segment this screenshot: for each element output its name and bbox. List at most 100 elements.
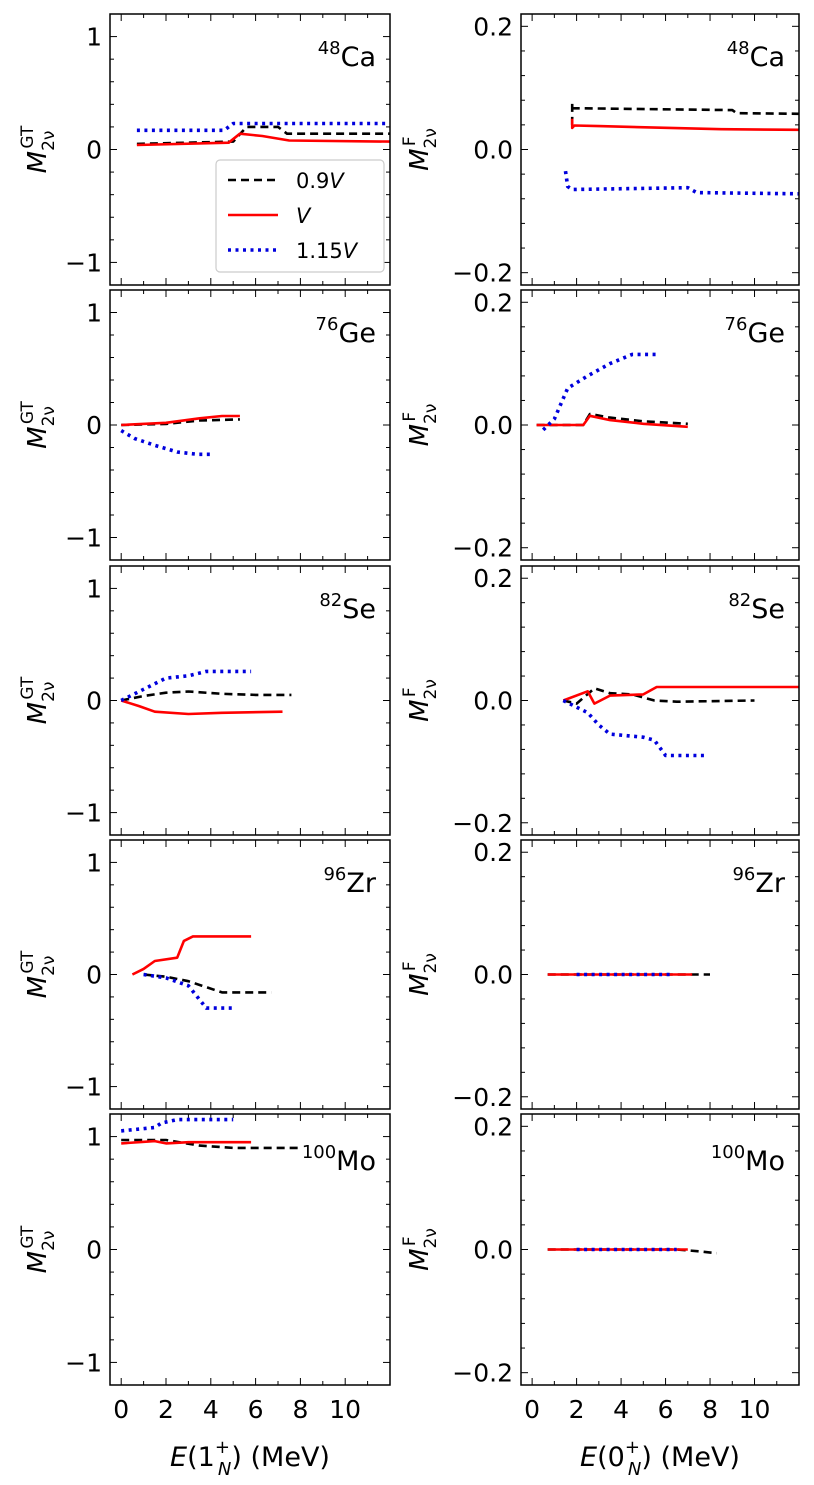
y-tick-label: −0.2 bbox=[452, 534, 513, 563]
series-group bbox=[563, 102, 799, 196]
nucleus-label: 82Se bbox=[319, 590, 376, 625]
y-tick-label: 1 bbox=[86, 23, 102, 52]
y-tick-label: 0.0 bbox=[473, 961, 513, 990]
x-axis-label: E(1+ N) (MeV) bbox=[170, 1437, 330, 1480]
panel-76Ge-GT: −1 0 1 M2νGT 76Ge bbox=[18, 289, 391, 561]
y-tick-label: 0.2 bbox=[473, 838, 513, 867]
series-group bbox=[120, 669, 292, 716]
y-tick-label: 0 bbox=[86, 1236, 102, 1265]
series-group bbox=[562, 685, 799, 758]
series-group bbox=[121, 1117, 301, 1150]
series-line-0.9V bbox=[121, 1138, 301, 1150]
series-group bbox=[120, 414, 240, 457]
x-tick-label: 6 bbox=[658, 1395, 674, 1424]
x-tick-label: 10 bbox=[329, 1395, 361, 1424]
series-line-V bbox=[131, 935, 252, 976]
y-tick-label: 0 bbox=[86, 411, 102, 440]
series-line-1.15V bbox=[563, 170, 799, 196]
panel-100Mo-F: −0.2 0.0 0.2 0 2 4 6 8 10 M2νF 100Mo E(0+ N) (MeV) bbox=[400, 1112, 800, 1480]
nucleus-label: 100Mo bbox=[302, 1142, 376, 1177]
y-tick-label: −1 bbox=[65, 524, 102, 553]
x-tick-label: 2 bbox=[158, 1395, 174, 1424]
panel-frame bbox=[109, 289, 391, 561]
nucleus-label: 96Zr bbox=[323, 864, 376, 899]
y-tick-label: −0.2 bbox=[452, 809, 513, 838]
series-group bbox=[131, 935, 272, 1010]
y-tick-label: −1 bbox=[65, 1348, 102, 1377]
x-tick-label: 8 bbox=[292, 1395, 308, 1424]
series-line-1.15V bbox=[541, 352, 657, 432]
y-axis-label: M2νGT bbox=[18, 401, 59, 449]
axis-ticks bbox=[110, 13, 390, 286]
series-line-V bbox=[120, 699, 283, 716]
series-line-1.15V bbox=[121, 1117, 234, 1133]
y-tick-label: 0.2 bbox=[473, 12, 513, 41]
y-tick-label: −1 bbox=[65, 799, 102, 828]
x-tick-label: 4 bbox=[613, 1395, 629, 1424]
x-tick-label: 2 bbox=[569, 1395, 585, 1424]
panel-frame bbox=[520, 1113, 800, 1386]
y-tick-label: 0 bbox=[86, 961, 102, 990]
series-line-V bbox=[121, 1139, 252, 1145]
panel-82Se-GT: −1 0 1 M2νGT 82Se bbox=[18, 565, 391, 836]
y-tick-label: −0.2 bbox=[452, 1083, 513, 1112]
legend-box bbox=[215, 159, 385, 273]
panel-frame bbox=[520, 289, 800, 561]
series-line-V bbox=[121, 414, 240, 427]
nucleus-label: 82Se bbox=[728, 590, 785, 625]
x-tick-label: 4 bbox=[203, 1395, 219, 1424]
x-tick-label: 6 bbox=[248, 1395, 264, 1424]
panel-frame bbox=[109, 13, 391, 286]
x-tick-label: 0 bbox=[113, 1395, 129, 1424]
y-axis-label: M2νF bbox=[400, 953, 441, 996]
x-tick-label: 10 bbox=[739, 1395, 771, 1424]
series-line-V bbox=[136, 132, 390, 147]
y-axis-label: M2νF bbox=[400, 679, 441, 722]
series-line-0.9V bbox=[547, 1248, 717, 1255]
x-tick-label: 8 bbox=[702, 1395, 718, 1424]
y-tick-label: 0.2 bbox=[473, 1112, 513, 1141]
nucleus-label: 76Ge bbox=[725, 314, 785, 349]
series-group bbox=[136, 121, 390, 147]
y-tick-label: 0.0 bbox=[473, 136, 513, 165]
y-axis-label: M2νGT bbox=[18, 950, 59, 998]
series-group bbox=[536, 352, 688, 432]
legend-label: 0.9V bbox=[296, 169, 345, 193]
series-line-0.9V bbox=[143, 973, 272, 994]
y-tick-label: −0.2 bbox=[452, 259, 513, 288]
legend-label: 1.15V bbox=[296, 239, 359, 263]
series-line-0.9V bbox=[570, 102, 799, 125]
y-tick-label: 0.0 bbox=[473, 687, 513, 716]
series-line-V bbox=[562, 685, 799, 705]
panel-frame bbox=[520, 839, 800, 1110]
nucleus-label: 76Ge bbox=[316, 314, 376, 349]
y-axis-label: M2νF bbox=[400, 404, 441, 447]
panel-frame bbox=[109, 839, 391, 1110]
series-line-1.15V bbox=[136, 121, 390, 133]
panel-frame bbox=[109, 565, 391, 836]
y-axis-label: M2νGT bbox=[18, 1225, 59, 1273]
legend: 0.9V V 1.15V bbox=[215, 159, 385, 273]
panel-96Zr-F: −0.2 0.0 0.2 M2νF 96Zr bbox=[400, 838, 800, 1112]
panel-82Se-F: −0.2 0.0 0.2 M2νF 82Se bbox=[400, 564, 800, 838]
nucleus-label: 48Ca bbox=[727, 38, 785, 73]
panel-48Ca-GT: −1 0 1 M2νGT 48Ca 0.9V V 1.15V bbox=[18, 13, 391, 286]
series-line-1.15V bbox=[562, 698, 706, 758]
y-axis-label: M2νGT bbox=[18, 676, 59, 724]
y-tick-label: 1 bbox=[86, 299, 102, 328]
y-tick-label: 0.2 bbox=[473, 288, 513, 317]
nucleus-label: 96Zr bbox=[732, 864, 785, 899]
panel-frame bbox=[109, 1113, 391, 1386]
nucleus-label: 48Ca bbox=[318, 38, 376, 73]
y-tick-label: 0 bbox=[86, 136, 102, 165]
y-tick-label: 1 bbox=[86, 1123, 102, 1152]
y-tick-label: −1 bbox=[65, 1073, 102, 1102]
series-line-1.15V bbox=[143, 972, 234, 1010]
series-group bbox=[547, 1247, 717, 1255]
panel-48Ca-F: −0.2 0.0 0.2 M2νF 48Ca bbox=[400, 12, 800, 288]
y-tick-label: 1 bbox=[86, 574, 102, 603]
series-line-1.15V bbox=[120, 429, 211, 457]
series-line-1.15V bbox=[120, 669, 252, 703]
